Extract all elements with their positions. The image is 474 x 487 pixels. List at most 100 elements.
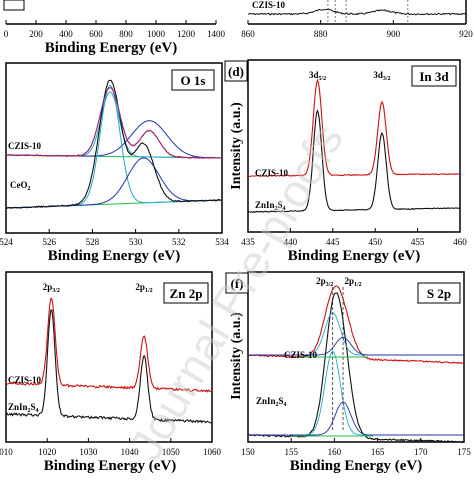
s2p-label-zis: ZnIn2S4 [256,396,287,408]
s2p-panel-label: (f) [231,276,244,291]
zn2p-tick-label: 1040 [121,447,140,457]
zn2p-tick-label: 1060 [203,447,222,457]
s2p-curves [247,285,465,444]
s2p-tick-label: 160 [328,447,342,457]
panel-zn2p: Zn 2p 2p3/2 2p1/2 CZIS-10 ZnIn2S4 010 1020… [0,271,222,474]
in3d-tick-label: 450 [368,237,382,247]
in3d-tick-label: 455 [411,237,425,247]
zn2p-curves [5,297,213,424]
zn2p-title: Zn 2p [170,286,203,301]
zn2p-tick-label: 1020 [38,447,57,457]
in3d-tick-label: 435 [241,237,255,247]
s2p-tick-label: 175 [457,447,471,457]
s2p-peak-label: 2p3/2 [316,276,333,288]
co2p-tick-label: 860 [241,29,255,39]
s2p-tick-labels: 150 155 160 165 170 175 [241,438,471,457]
in3d-frame [247,59,461,233]
zn2p-label-czis: CZIS-10 [8,375,42,385]
zn2p-series-zis [5,309,213,424]
zn2p-title-box [163,282,209,304]
co2p-sample-label: CZIS-10 [252,0,286,10]
panel-survey: 0 200 400 600 800 1000 1200 1400 Binding Energy… [3,0,226,56]
in3d-tick-label: 460 [453,237,467,247]
in3d-tick-label: 440 [284,237,298,247]
zn2p-peak-label: 2p1/2 [135,282,152,294]
s2p-ylabel: Intensity (a.u.) [229,312,244,400]
s2p-title-box [417,282,461,304]
o1s-tick-label: 530 [129,237,143,247]
o1s-tick-label: 526 [42,237,56,247]
in3d-xlabel: Binding Energy (eV) [288,248,421,264]
zn2p-peak-labels: 2p3/2 2p1/2 [43,282,153,294]
o1s-fit-czis-adsorbed [6,120,222,159]
o1s-curves [5,79,223,209]
in3d-panel-box [224,60,248,82]
o1s-tick-label: 532 [172,237,186,247]
s2p-fit-component [248,350,464,436]
s2p-series-czis [247,285,465,365]
s2p-peak-label: 2p1/2 [344,276,361,288]
zn2p-frame [5,271,213,443]
co2p-tick-label: 900 [387,29,401,39]
in3d-panel-label: (d) [228,64,244,79]
zn2p-series-czis [5,297,213,393]
o1s-xlabel: Binding Energy (eV) [48,248,181,264]
panel-o1s: O 1s CZIS-10 CeO2 524 526 528 530 532 534 Bin… [0,62,229,264]
panel-in3d: (d) In 3d 3d5/2 3d3/2 CZIS-10 ZnIn2S4 Int… [224,59,467,264]
o1s-label-ceo2: CeO2 [10,180,31,192]
s2p-tick-label: 165 [371,447,385,457]
in3d-series-zis [247,109,461,213]
s2p-frame [247,271,465,443]
co2p-tick-label: 920 [459,29,473,39]
o1s-title-box [171,69,215,91]
survey-fragment-box [3,0,25,11]
in3d-ylabel: Intensity (a.u.) [229,102,244,190]
o1s-tick-label: 534 [215,237,229,247]
zn2p-tick-labels: 010 1020 1030 1040 1050 1060 [0,438,222,457]
o1s-frame [5,62,223,234]
zn2p-tick-label: 1030 [79,447,98,457]
in3d-curves [247,78,461,213]
s2p-title: S 2p [427,286,451,301]
zn2p-label-zis: ZnIn2S4 [8,402,39,414]
survey-tick-labels: 0 200 400 600 800 1000 1200 1400 [4,20,226,39]
o1s-title: O 1s [181,73,206,88]
o1s-tick-label: 528 [86,237,100,247]
co2p-tick-label: 880 [314,29,328,39]
survey-xlabel: Binding Energy (eV) [45,40,178,56]
zn2p-xlabel: Binding Energy (eV) [44,458,177,474]
survey-tick-label: 1000 [147,29,166,39]
survey-tick-label: 600 [89,29,103,39]
in3d-tick-labels: 435 440 445 450 455 460 [241,228,467,247]
survey-tick-label: 400 [59,29,73,39]
zn2p-tick-label: 1050 [162,447,181,457]
s2p-series-zis [247,292,465,444]
co2p-tick-labels: 860 880 900 920 [241,20,473,39]
co2p-curve [247,8,467,16]
s2p-fit-component [248,336,464,356]
s2p-tick-label: 170 [414,447,428,457]
o1s-fit-ceo2-adsorbed [6,157,222,209]
o1s-label-czis: CZIS-10 [8,141,42,151]
in3d-title-box [411,65,457,87]
co2p-reference-lines [327,0,409,22]
s2p-fit-component [248,312,464,356]
o1s-envelope [6,87,222,159]
panel-s2p: (f) S 2p 2p3/2 2p1/2 CZIS-10 ZnIn2S4 Inte… [225,271,471,474]
in3d-tick-label: 445 [326,237,340,247]
zn2p-peak-label: 2p3/2 [43,282,60,294]
panel-co2p: 860 880 900 920 CZIS-10 [241,0,473,39]
s2p-tick-label: 150 [241,447,255,457]
zn2p-tick-label: 010 [0,447,13,457]
s2p-fit-component [248,401,464,436]
s2p-tick-label: 155 [284,447,298,457]
o1s-tick-labels: 524 526 528 530 532 534 [0,229,229,247]
o1s-tick-label: 524 [0,237,13,247]
in3d-title: In 3d [419,69,449,84]
survey-tick-label: 0 [4,29,9,39]
in3d-label-czis: CZIS-10 [255,168,289,178]
s2p-panel-box [225,272,249,294]
in3d-peak-label: 3d5/2 [309,70,326,82]
